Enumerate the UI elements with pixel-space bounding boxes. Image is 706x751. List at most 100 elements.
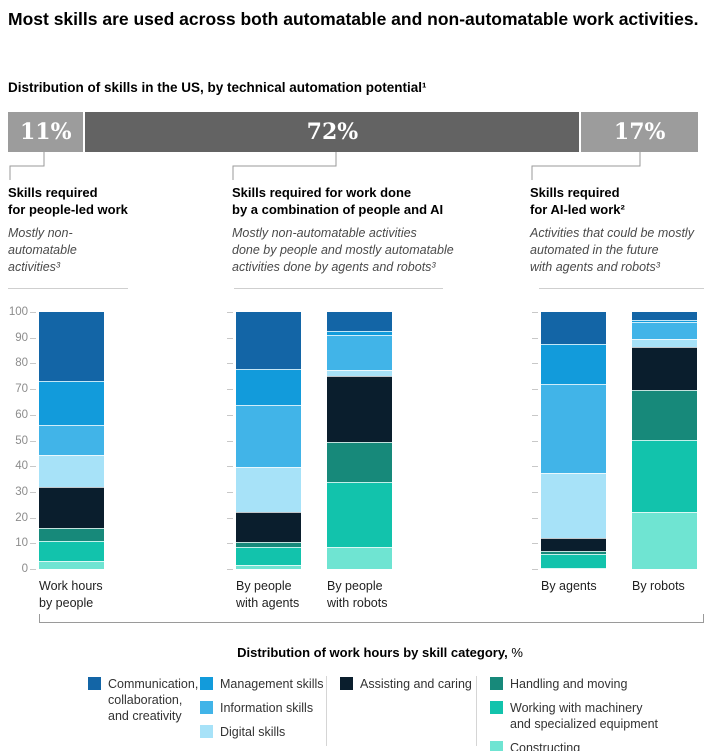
y-axis-tick-label: 30 (15, 485, 28, 498)
y-axis-tick-mark (532, 312, 538, 313)
y-axis-tick-mark (30, 312, 36, 313)
legend-title: Distribution of work hours by skill cate… (54, 645, 706, 660)
section-rule (234, 288, 443, 289)
legend-item: Communication, collaboration, and creati… (88, 676, 198, 724)
y-axis-tick-mark (30, 389, 36, 391)
bar-segment (39, 540, 104, 562)
bar-segment (236, 404, 301, 468)
legend-swatch (490, 677, 503, 690)
legend-item: Constructing (490, 740, 660, 751)
y-axis-tick-mark (532, 491, 538, 493)
automation-share-segment: 17% (581, 112, 698, 152)
legend-title-text: Distribution of work hours by skill cate… (237, 645, 508, 660)
bar-segment (541, 553, 606, 568)
y-axis-tick-mark (30, 466, 36, 468)
stacked-bar (39, 312, 104, 569)
bar-category-label: By robots (632, 579, 685, 593)
section-rule (539, 288, 704, 289)
legend-divider (476, 676, 477, 746)
y-axis-tick-mark (227, 466, 233, 468)
y-axis-tick-mark (532, 517, 538, 519)
bar-segment (541, 344, 606, 384)
annotation-column: Skills required for AI-led work² Activitie… (530, 184, 702, 276)
y-axis-tick-label: 0 (21, 563, 28, 575)
y-axis-tick-mark (30, 363, 36, 365)
legend-title-unit: % (507, 645, 523, 660)
legend-swatch (490, 741, 503, 751)
annotation-column: Skills required for people-led work Mostly… (8, 184, 178, 276)
stacked-bar (541, 312, 606, 569)
automation-share-label: 11% (19, 119, 72, 145)
chart-subtitle: Distribution of skills in the US, by tec… (8, 80, 427, 95)
section-rule (8, 288, 128, 289)
bar-segment (632, 312, 697, 320)
bar-segment (632, 440, 697, 513)
legend-swatch (200, 725, 213, 738)
bar-segment (236, 512, 301, 542)
legend-swatch (200, 701, 213, 714)
bar-segment (39, 312, 104, 382)
automation-share-segment: 11% (8, 112, 84, 152)
y-axis-tick-label: 10 (15, 537, 28, 550)
y-axis-tick-mark (227, 491, 233, 493)
y-axis-tick-mark (532, 414, 538, 416)
y-axis-tick-mark (30, 569, 36, 570)
bar-category-label: Work hours by people (39, 579, 103, 610)
bar-segment (39, 527, 104, 541)
bar-segment (541, 472, 606, 539)
legend-item: Assisting and caring (340, 676, 480, 692)
legend-column: Assisting and caring (340, 676, 480, 700)
bar-category-label: By agents (541, 579, 597, 593)
bar-category-label: By people with robots (327, 579, 388, 610)
legend-label: Working with machinery and specialized e… (510, 701, 659, 731)
bar-segment (541, 383, 606, 473)
y-axis-tick-mark (30, 337, 36, 339)
annotation-header: Skills required for AI-led work² (530, 185, 625, 217)
bar-segment (541, 567, 606, 569)
legend-column: Handling and moving Working with machiner… (490, 676, 660, 751)
bar-segment (236, 565, 301, 569)
bar-segment (327, 312, 392, 332)
legend-label: Assisting and caring (360, 677, 472, 691)
y-axis-tick-label: 60 (15, 408, 28, 421)
y-axis-tick-label: 20 (15, 511, 28, 524)
bar-segment (39, 425, 104, 455)
y-axis-tick-mark (30, 517, 36, 519)
y-axis-tick-mark (30, 414, 36, 416)
legend-swatch (88, 677, 101, 690)
bar-segment (236, 547, 301, 566)
legend-label: Handling and moving (510, 677, 628, 691)
bar-category-label: By people with agents (236, 579, 300, 610)
stacked-bar (236, 312, 301, 569)
y-axis-tick-mark (532, 363, 538, 365)
legend-label: Management skills (220, 677, 324, 691)
bar-segment (236, 467, 301, 513)
automation-potential-bar: 11% 72% 17% (8, 112, 698, 152)
bar-segment (632, 338, 697, 347)
bar-segment (236, 312, 301, 369)
legend-label: Constructing (510, 741, 581, 751)
bar-segment (541, 312, 606, 345)
bar-segment (327, 369, 392, 377)
y-axis-tick-mark (227, 363, 233, 365)
legend-item: Digital skills (200, 724, 335, 740)
bar-segment (632, 346, 697, 391)
y-axis-tick-mark (227, 389, 233, 391)
y-axis-tick-mark (532, 337, 538, 339)
annotation-description: Activities that could be mostly automated… (530, 226, 694, 274)
y-axis-tick-mark (227, 312, 233, 313)
y-axis-tick-mark (30, 543, 36, 545)
y-axis-tick-mark (30, 491, 36, 493)
y-axis-tick-mark (227, 569, 233, 570)
annotation-header: Skills required for people-led work (8, 185, 128, 217)
legend-swatch (200, 677, 213, 690)
bar-segment (632, 319, 697, 323)
annotation-column: Skills required for work done by a combin… (232, 184, 487, 276)
legend-item: Information skills (200, 700, 335, 716)
annotation-description: Mostly non-automatable activities³ (8, 226, 77, 274)
y-axis-tick-mark (227, 414, 233, 416)
annotation-header: Skills required for work done by a combin… (232, 185, 444, 217)
bar-segment (632, 390, 697, 441)
bar-segment (541, 550, 606, 554)
